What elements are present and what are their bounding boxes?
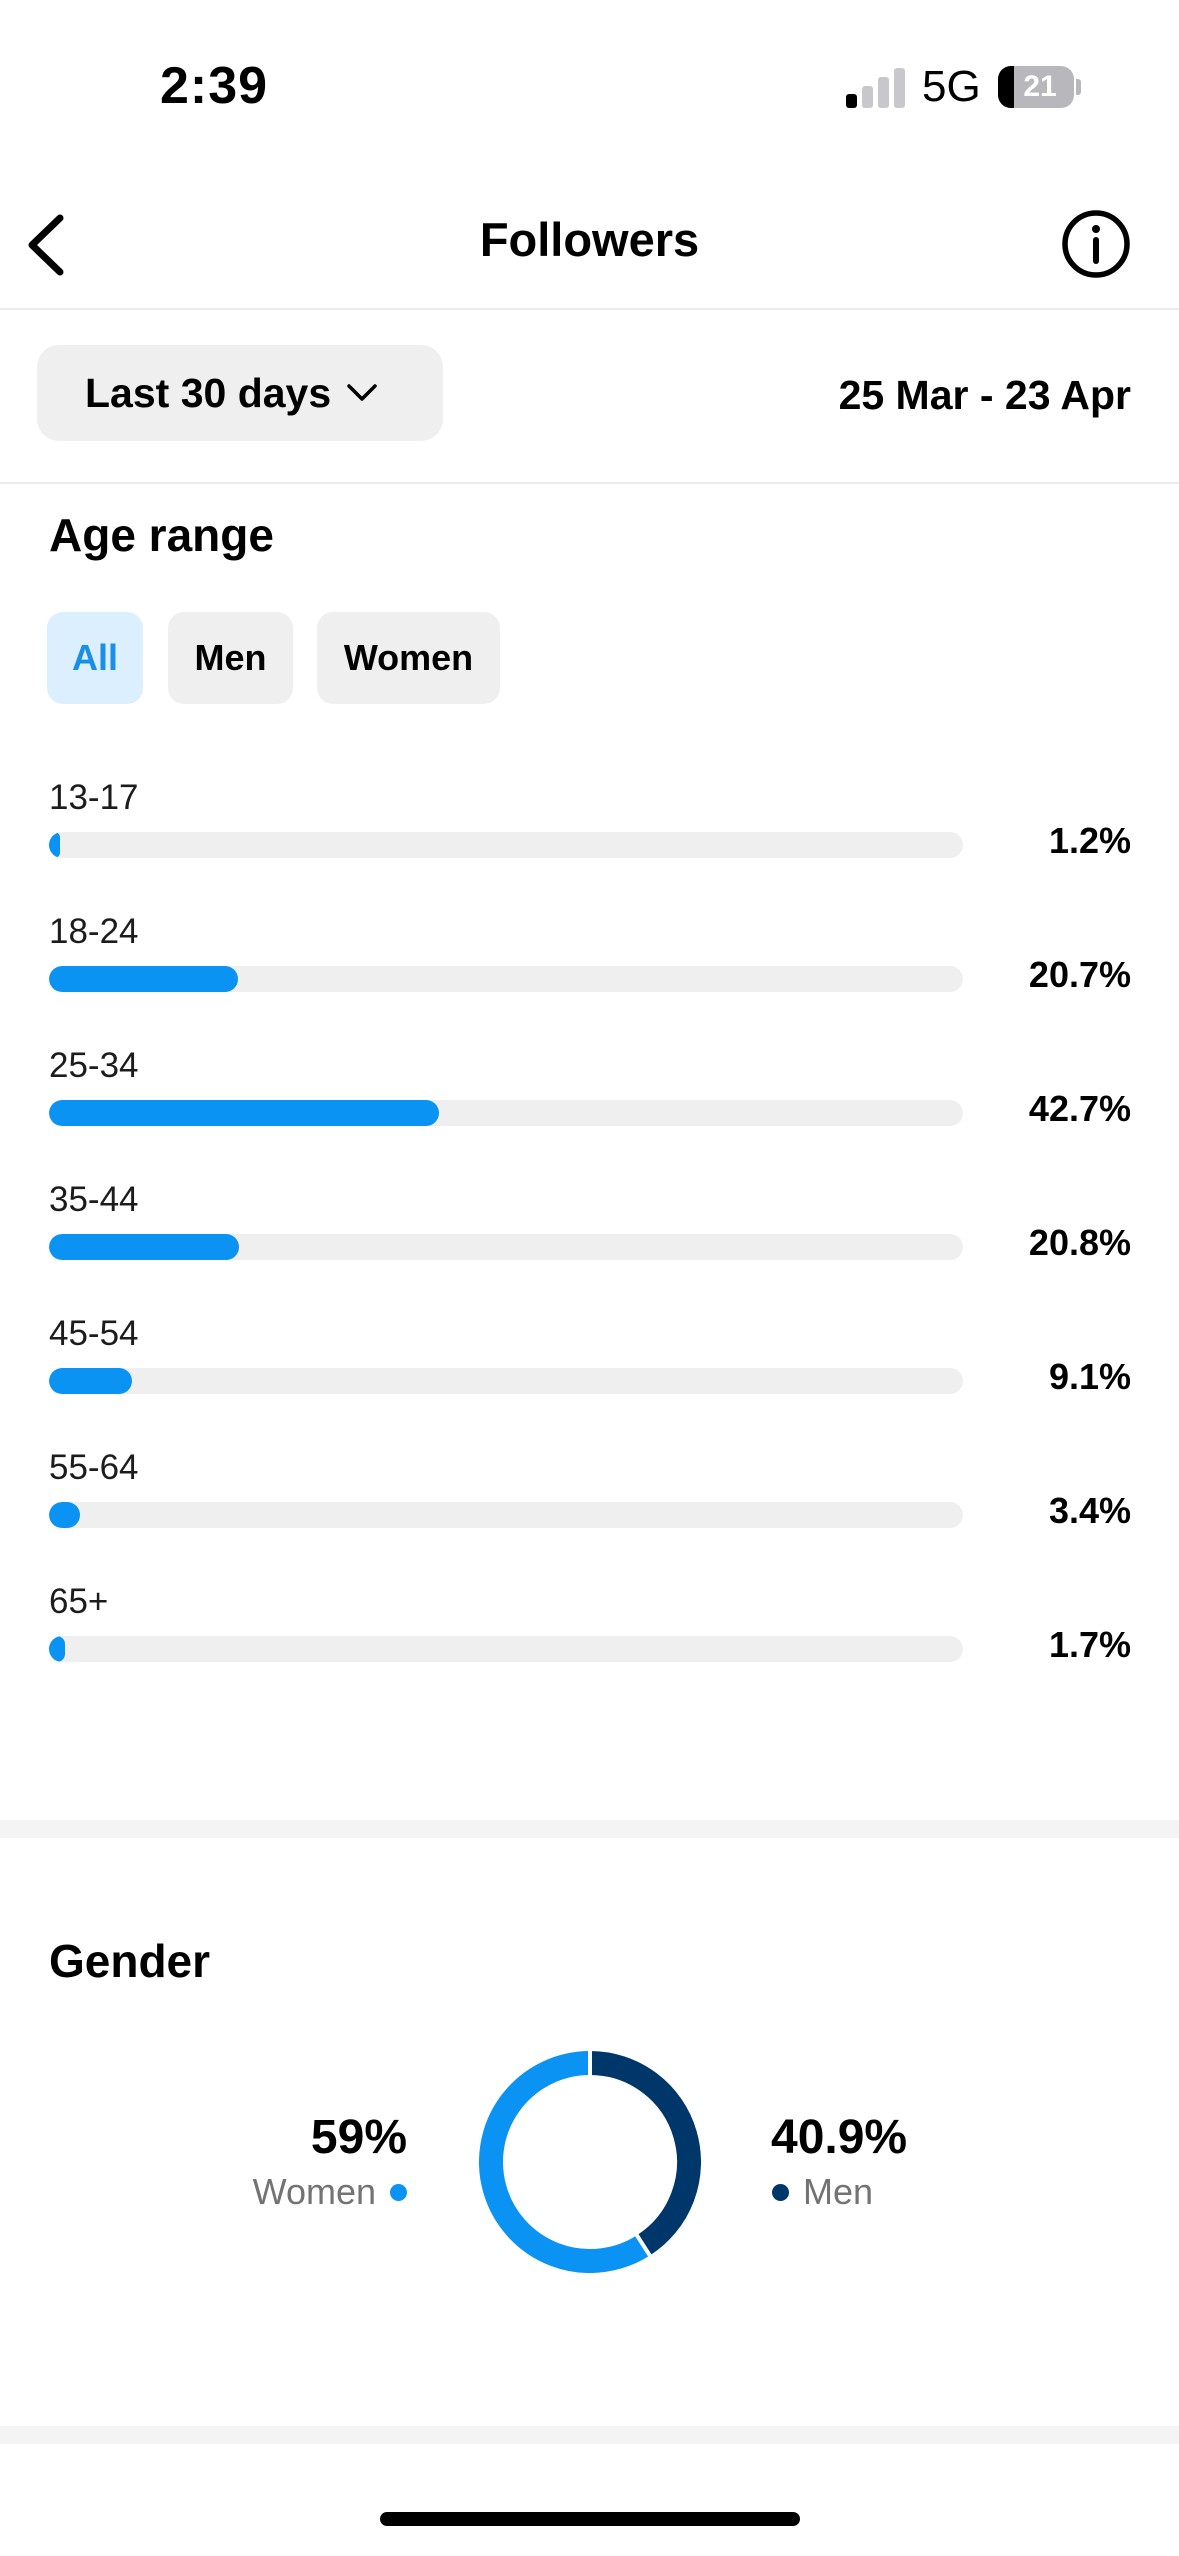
age-bar-track-65-plus [49,1636,963,1662]
signal-icon [846,66,906,108]
age-bar-track-45-54 [49,1368,963,1394]
age-value-35-44: 20.8% [1028,1222,1131,1263]
bottom-separator [0,2426,1179,2444]
chevron-down-icon [347,384,377,401]
age-label-35-44: 35-44 [49,1180,139,1219]
age-label-55-64: 55-64 [49,1448,139,1487]
gender-women-label: Women [252,2171,376,2212]
chevron-left-icon [28,214,64,276]
gender-donut-men [589,2051,701,2256]
age-bar-35-44 [49,1234,240,1260]
page-title: Followers [479,213,700,266]
date-range: 25 Mar - 23 Apr [838,372,1131,418]
gender-donut-women [479,2051,650,2273]
age-bar-track-25-34 [49,1100,963,1126]
filter-divider [0,482,1179,484]
info-button[interactable] [1060,208,1132,280]
gender-men-label: Men [803,2171,874,2212]
period-dropdown[interactable]: Last 30 days [37,345,443,441]
info-circle-icon [1062,210,1130,278]
period-dropdown-label: Last 30 days [85,369,332,416]
battery-level: 21 [1023,70,1057,103]
battery-icon: 21 [998,66,1074,108]
gender-women-value: 59% [310,2111,407,2164]
battery-cap [1076,79,1081,95]
age-bar-25-34 [49,1100,440,1126]
men-dot-icon [772,2183,789,2201]
age-bar-track-13-17 [49,832,963,858]
age-bar-55-64 [49,1502,81,1528]
age-value-25-34: 42.7% [1028,1088,1131,1129]
section-separator [0,1820,1179,1838]
status-time: 2:39 [160,57,269,115]
age-label-18-24: 18-24 [49,912,139,951]
tab-all[interactable]: All [47,612,143,704]
age-bar-track-35-44 [49,1234,963,1260]
age-bar-13-17 [49,832,60,858]
gender-donut-separator-mid [634,2232,653,2259]
age-value-45-54: 9.1% [1048,1356,1131,1397]
age-value-13-17: 1.2% [1048,820,1131,861]
age-range-title: Age range [49,509,274,561]
gender-men-legend: Men [772,2171,873,2213]
age-value-18-24: 20.7% [1028,954,1131,995]
age-bar-track-18-24 [49,966,963,992]
age-bar-65-plus [49,1636,65,1662]
tab-men[interactable]: Men [168,612,293,704]
age-bar-track-55-64 [49,1502,963,1528]
home-indicator[interactable] [380,2512,800,2526]
header-divider [0,308,1179,310]
network-type: 5G [922,62,981,111]
women-dot-icon [390,2183,407,2201]
age-label-25-34: 25-34 [49,1046,139,1085]
age-bar-45-54 [49,1368,133,1394]
age-label-45-54: 45-54 [49,1314,139,1353]
age-value-65-plus: 1.7% [1048,1624,1131,1665]
gender-donut-chart [479,2051,701,2273]
gender-men-value: 40.9% [771,2111,908,2164]
back-button[interactable] [22,210,72,280]
tab-women[interactable]: Women [317,612,500,704]
gender-title: Gender [49,1935,211,1987]
age-label-13-17: 13-17 [49,778,139,817]
age-label-65-plus: 65+ [49,1582,109,1621]
gender-women-legend: Women [253,2171,407,2213]
age-value-55-64: 3.4% [1048,1490,1131,1531]
age-bar-18-24 [49,966,239,992]
